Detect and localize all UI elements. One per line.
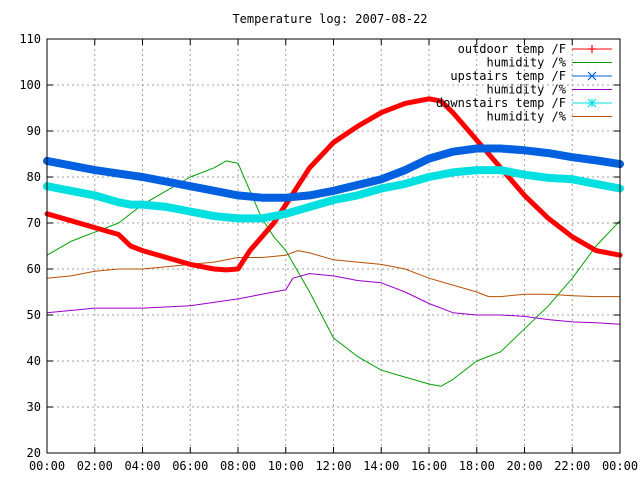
series-line-5 [43, 166, 624, 223]
y-tick-label: 50 [27, 308, 41, 322]
y-tick-label: 30 [27, 400, 41, 414]
legend-label-2: humidity /% [487, 56, 567, 70]
y-tick-label: 40 [27, 354, 41, 368]
legend-label-6: humidity /% [487, 110, 567, 124]
x-tick-label: 00:00 [29, 459, 65, 473]
y-tick-label: 100 [19, 78, 41, 92]
legend-marker-d2-5 [587, 98, 597, 108]
series-line-2 [46, 160, 621, 387]
x-tick-label: 02:00 [77, 459, 113, 473]
y-tick-label: 90 [27, 124, 41, 138]
x-tick-label: 22:00 [554, 459, 590, 473]
x-tick-label: 10:00 [268, 459, 304, 473]
x-tick-label: 08:00 [220, 459, 256, 473]
y-tick-label: 60 [27, 262, 41, 276]
y-tick-label: 70 [27, 216, 41, 230]
legend-label-4: humidity /% [487, 83, 567, 97]
y-tick-label: 20 [27, 446, 41, 460]
x-tick-label: 16:00 [411, 459, 447, 473]
chart-title: Temperature log: 2007-08-22 [232, 12, 427, 26]
x-tick-label: 20:00 [506, 459, 542, 473]
x-tick-label: 14:00 [363, 459, 399, 473]
series-line-6 [46, 250, 621, 298]
legend-label-1: outdoor temp /F [458, 42, 566, 56]
x-tick-label: 18:00 [459, 459, 495, 473]
legend-marker-d2-3 [587, 71, 597, 81]
series-line-3 [43, 144, 624, 202]
x-tick-label: 06:00 [172, 459, 208, 473]
x-tick-label: 00:00 [602, 459, 638, 473]
y-tick-label: 80 [27, 170, 41, 184]
legend-label-5: downstairs temp /F [436, 96, 566, 110]
series-layer [43, 96, 624, 387]
series-line-4 [46, 273, 621, 325]
x-tick-label: 04:00 [124, 459, 160, 473]
legend-label-3: upstairs temp /F [450, 69, 566, 83]
ticks: 00:00 02:00 04:00 06:00 08:00 10:00 12:00 14:00… [19, 32, 638, 473]
x-tick-label: 12:00 [315, 459, 351, 473]
y-tick-label: 110 [19, 32, 41, 46]
